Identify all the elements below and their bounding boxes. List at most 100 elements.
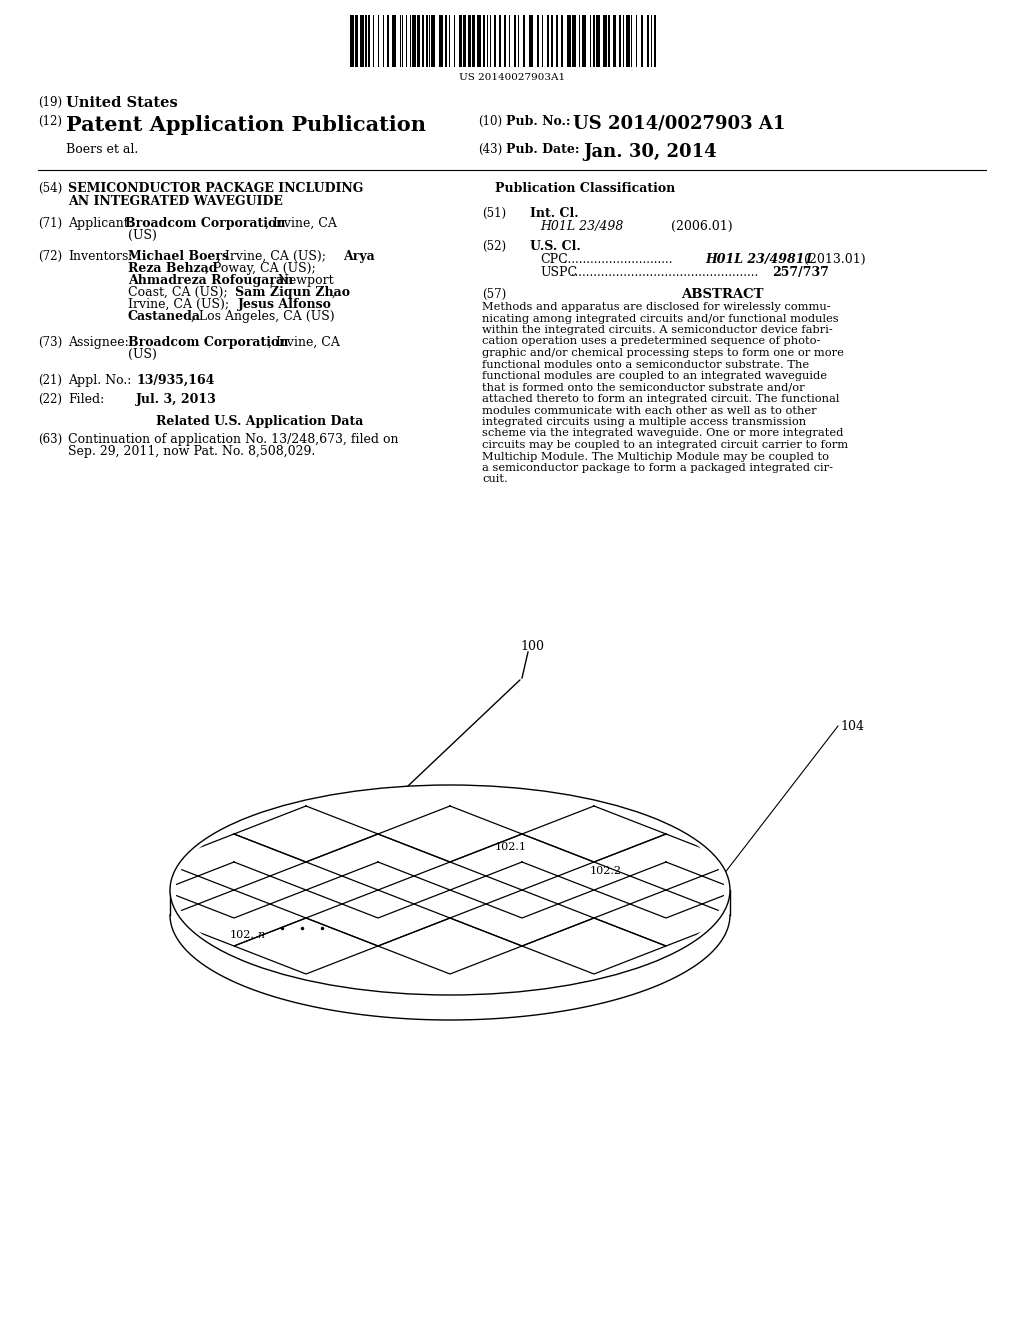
Bar bbox=[572, 15, 577, 67]
Bar bbox=[494, 15, 496, 67]
Bar bbox=[373, 15, 374, 67]
Text: (73): (73) bbox=[38, 337, 62, 348]
Text: ABSTRACT: ABSTRACT bbox=[681, 288, 763, 301]
Text: Jul. 3, 2013: Jul. 3, 2013 bbox=[136, 393, 217, 407]
Text: Castaneda: Castaneda bbox=[128, 310, 201, 323]
Text: 102.: 102. bbox=[230, 931, 255, 940]
Bar bbox=[620, 15, 621, 67]
Text: Sam Ziqun Zhao: Sam Ziqun Zhao bbox=[234, 286, 350, 300]
Bar bbox=[561, 15, 563, 67]
Text: Filed:: Filed: bbox=[68, 393, 104, 407]
Text: n: n bbox=[257, 931, 264, 940]
Bar bbox=[514, 15, 516, 67]
Text: H01L 23/49811: H01L 23/49811 bbox=[705, 253, 813, 267]
Text: that is formed onto the semiconductor substrate and/or: that is formed onto the semiconductor su… bbox=[482, 383, 805, 392]
Text: functional modules are coupled to an integrated waveguide: functional modules are coupled to an int… bbox=[482, 371, 827, 381]
Bar bbox=[459, 15, 462, 67]
Text: attached thereto to form an integrated circuit. The functional: attached thereto to form an integrated c… bbox=[482, 393, 840, 404]
Text: Related U.S. Application Data: Related U.S. Application Data bbox=[157, 414, 364, 428]
Text: 13/935,164: 13/935,164 bbox=[136, 374, 214, 387]
Text: , Los Angeles, CA (US): , Los Angeles, CA (US) bbox=[191, 310, 335, 323]
Text: (10): (10) bbox=[478, 115, 502, 128]
Text: AN INTEGRATED WAVEGUIDE: AN INTEGRATED WAVEGUIDE bbox=[68, 195, 283, 209]
Text: Int. Cl.: Int. Cl. bbox=[530, 207, 579, 220]
Bar bbox=[641, 15, 643, 67]
Bar bbox=[366, 15, 367, 67]
Text: scheme via the integrated waveguide. One or more integrated: scheme via the integrated waveguide. One… bbox=[482, 429, 844, 438]
Bar bbox=[402, 15, 403, 67]
Text: 100: 100 bbox=[520, 640, 544, 653]
Text: (52): (52) bbox=[482, 240, 506, 253]
Text: integrated circuits using a multiple access transmission: integrated circuits using a multiple acc… bbox=[482, 417, 806, 426]
Bar bbox=[468, 15, 471, 67]
Bar bbox=[399, 15, 400, 67]
Ellipse shape bbox=[175, 787, 724, 993]
Bar bbox=[529, 15, 532, 67]
Text: Arya: Arya bbox=[343, 249, 375, 263]
Bar bbox=[477, 15, 481, 67]
Text: Pub. Date:: Pub. Date: bbox=[506, 143, 580, 156]
Bar bbox=[387, 15, 389, 67]
Bar bbox=[567, 15, 571, 67]
Text: Broadcom Corporation: Broadcom Corporation bbox=[125, 216, 286, 230]
Text: Publication Classification: Publication Classification bbox=[495, 182, 675, 195]
Text: Pub. No.:: Pub. No.: bbox=[506, 115, 570, 128]
Text: United States: United States bbox=[66, 96, 178, 110]
Text: 104: 104 bbox=[840, 719, 864, 733]
Text: Coast, CA (US);: Coast, CA (US); bbox=[128, 286, 227, 300]
Bar bbox=[413, 15, 416, 67]
Text: (19): (19) bbox=[38, 96, 62, 110]
Bar bbox=[431, 15, 435, 67]
Text: cation operation uses a predetermined sequence of photo-: cation operation uses a predetermined se… bbox=[482, 337, 820, 346]
Bar bbox=[626, 15, 630, 67]
Bar bbox=[579, 15, 580, 67]
Bar bbox=[556, 15, 558, 67]
Text: within the integrated circuits. A semiconductor device fabri-: within the integrated circuits. A semico… bbox=[482, 325, 833, 335]
Text: Patent Application Publication: Patent Application Publication bbox=[66, 115, 426, 135]
Text: SEMICONDUCTOR PACKAGE INCLUDING: SEMICONDUCTOR PACKAGE INCLUDING bbox=[68, 182, 364, 195]
Bar bbox=[518, 15, 519, 67]
Text: (71): (71) bbox=[38, 216, 62, 230]
Text: nicating among integrated circuits and/or functional modules: nicating among integrated circuits and/o… bbox=[482, 314, 839, 323]
Text: ..................................................: ........................................… bbox=[567, 267, 762, 279]
Text: circuits may be coupled to an integrated circuit carrier to form: circuits may be coupled to an integrated… bbox=[482, 440, 848, 450]
Text: (US): (US) bbox=[128, 348, 157, 360]
Text: (43): (43) bbox=[478, 143, 502, 156]
Text: (22): (22) bbox=[38, 393, 62, 407]
Text: modules communicate with each other as well as to other: modules communicate with each other as w… bbox=[482, 405, 816, 416]
Text: , Poway, CA (US);: , Poway, CA (US); bbox=[205, 261, 315, 275]
Text: cuit.: cuit. bbox=[482, 474, 508, 484]
Bar bbox=[350, 15, 354, 67]
Text: Sep. 29, 2011, now Pat. No. 8,508,029.: Sep. 29, 2011, now Pat. No. 8,508,029. bbox=[68, 445, 315, 458]
Text: U.S. Cl.: U.S. Cl. bbox=[530, 240, 581, 253]
Text: Irvine, CA (US);: Irvine, CA (US); bbox=[128, 298, 229, 312]
Text: Reza Behzad: Reza Behzad bbox=[128, 261, 217, 275]
Text: ,: , bbox=[332, 286, 336, 300]
Bar bbox=[647, 15, 648, 67]
Bar bbox=[489, 15, 492, 67]
Text: 257/737: 257/737 bbox=[772, 267, 828, 279]
Text: 102.2: 102.2 bbox=[590, 866, 622, 876]
Text: (12): (12) bbox=[38, 115, 62, 128]
Bar bbox=[406, 15, 408, 67]
Text: USPC: USPC bbox=[540, 267, 578, 279]
Text: , Irvine, CA: , Irvine, CA bbox=[268, 337, 340, 348]
Bar bbox=[593, 15, 595, 67]
Bar bbox=[542, 15, 543, 67]
Text: Jesus Alfonso: Jesus Alfonso bbox=[238, 298, 332, 312]
Bar bbox=[383, 15, 384, 67]
Bar bbox=[596, 15, 600, 67]
Bar bbox=[450, 15, 451, 67]
Bar bbox=[509, 15, 510, 67]
Bar bbox=[590, 15, 592, 67]
Text: (21): (21) bbox=[38, 374, 62, 387]
Bar bbox=[392, 15, 395, 67]
Text: CPC: CPC bbox=[540, 253, 567, 267]
Bar bbox=[423, 15, 424, 67]
Bar bbox=[551, 15, 553, 67]
Text: Michael Boers: Michael Boers bbox=[128, 249, 229, 263]
Bar bbox=[636, 15, 637, 67]
Text: functional modules onto a semiconductor substrate. The: functional modules onto a semiconductor … bbox=[482, 359, 809, 370]
Bar bbox=[439, 15, 442, 67]
Text: Boers et al.: Boers et al. bbox=[66, 143, 138, 156]
